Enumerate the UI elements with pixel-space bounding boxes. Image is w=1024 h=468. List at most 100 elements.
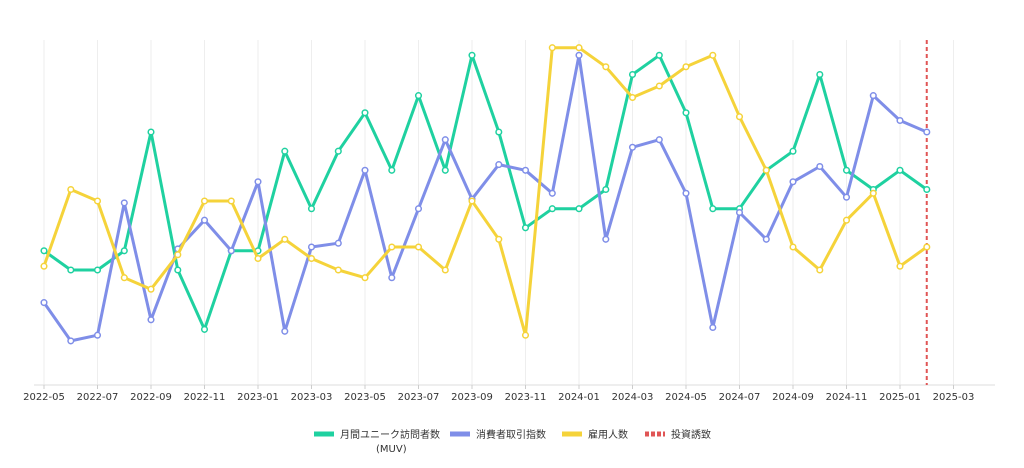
data-point[interactable] (602, 235, 610, 243)
data-point[interactable] (307, 254, 316, 263)
data-point[interactable] (307, 243, 316, 251)
data-point[interactable] (575, 205, 583, 213)
data-point[interactable] (93, 266, 102, 274)
data-point[interactable] (120, 247, 128, 255)
data-point[interactable] (789, 178, 797, 186)
data-point[interactable] (521, 331, 530, 339)
data-point[interactable] (441, 136, 449, 144)
data-point[interactable] (495, 235, 503, 243)
data-point[interactable] (575, 51, 583, 59)
data-point[interactable] (93, 197, 102, 205)
data-point[interactable] (120, 274, 128, 282)
legend-item[interactable]: 月間ユニーク訪問者数 (MUV) (314, 428, 440, 455)
data-point[interactable] (495, 128, 503, 136)
data-point[interactable] (414, 243, 423, 251)
data-point[interactable] (896, 116, 904, 125)
data-point[interactable] (869, 92, 877, 100)
data-point[interactable] (548, 205, 556, 213)
data-point[interactable] (361, 274, 369, 282)
data-point[interactable] (548, 189, 556, 197)
data-point[interactable] (361, 109, 369, 117)
data-point[interactable] (254, 254, 262, 263)
data-point[interactable] (628, 70, 637, 79)
data-point[interactable] (655, 51, 663, 59)
data-point[interactable] (200, 197, 209, 205)
data-point[interactable] (254, 178, 262, 186)
legend-item[interactable]: 雇用人数 (562, 428, 628, 441)
data-point[interactable] (93, 331, 102, 339)
data-point[interactable] (655, 136, 663, 144)
data-point[interactable] (896, 166, 904, 174)
data-point[interactable] (842, 216, 851, 224)
data-point[interactable] (709, 205, 717, 213)
data-point[interactable] (869, 189, 877, 197)
data-point[interactable] (388, 166, 396, 174)
data-point[interactable] (147, 285, 155, 293)
data-point[interactable] (468, 197, 476, 205)
data-point[interactable] (575, 44, 583, 52)
data-point[interactable] (227, 247, 235, 255)
data-point[interactable] (388, 243, 396, 251)
data-point[interactable] (281, 235, 289, 243)
data-point[interactable] (923, 185, 931, 194)
data-point[interactable] (388, 274, 396, 282)
data-point[interactable] (842, 193, 851, 201)
data-point[interactable] (816, 266, 824, 274)
data-point[interactable] (842, 166, 851, 174)
data-point[interactable] (521, 166, 530, 174)
data-point[interactable] (67, 337, 75, 345)
data-point[interactable] (789, 147, 797, 155)
data-point[interactable] (709, 323, 717, 332)
data-point[interactable] (521, 224, 530, 232)
data-point[interactable] (628, 143, 637, 151)
data-point[interactable] (709, 51, 717, 59)
data-point[interactable] (816, 70, 824, 79)
data-point[interactable] (735, 208, 744, 217)
legend-item[interactable]: 消費者取引指数 (450, 428, 546, 441)
data-point[interactable] (334, 147, 342, 155)
data-point[interactable] (334, 239, 342, 247)
data-point[interactable] (682, 109, 690, 117)
data-point[interactable] (628, 93, 637, 102)
data-point[interactable] (762, 235, 770, 243)
data-point[interactable] (147, 128, 155, 136)
data-point[interactable] (495, 161, 503, 169)
data-point[interactable] (923, 243, 931, 251)
data-point[interactable] (441, 166, 449, 174)
data-point[interactable] (682, 189, 690, 197)
data-point[interactable] (67, 266, 75, 274)
data-point[interactable] (227, 197, 235, 205)
data-point[interactable] (896, 262, 904, 270)
legend-item[interactable]: 投資誘致 (645, 428, 711, 441)
data-point[interactable] (334, 266, 342, 274)
data-point[interactable] (200, 325, 209, 333)
data-point[interactable] (441, 266, 449, 274)
data-point[interactable] (40, 247, 48, 255)
data-point[interactable] (414, 92, 423, 100)
data-point[interactable] (281, 327, 289, 335)
data-point[interactable] (816, 162, 824, 171)
data-point[interactable] (281, 147, 289, 155)
data-point[interactable] (147, 316, 155, 324)
data-point[interactable] (602, 185, 610, 194)
data-point[interactable] (361, 166, 369, 174)
data-point[interactable] (67, 185, 75, 194)
data-point[interactable] (40, 262, 48, 270)
data-point[interactable] (548, 44, 556, 52)
data-point[interactable] (923, 128, 931, 136)
data-point[interactable] (735, 113, 744, 121)
data-point[interactable] (762, 166, 770, 174)
data-point[interactable] (40, 299, 48, 307)
data-point[interactable] (307, 205, 316, 213)
data-point[interactable] (200, 216, 209, 224)
data-point[interactable] (655, 82, 663, 90)
x-tick-label: 2023-03 (291, 392, 333, 403)
data-point[interactable] (174, 266, 182, 274)
data-point[interactable] (789, 243, 797, 251)
data-point[interactable] (414, 205, 423, 213)
data-point[interactable] (468, 51, 476, 59)
data-point[interactable] (682, 63, 690, 71)
data-point[interactable] (174, 251, 182, 259)
data-point[interactable] (602, 63, 610, 71)
data-point[interactable] (120, 199, 128, 207)
